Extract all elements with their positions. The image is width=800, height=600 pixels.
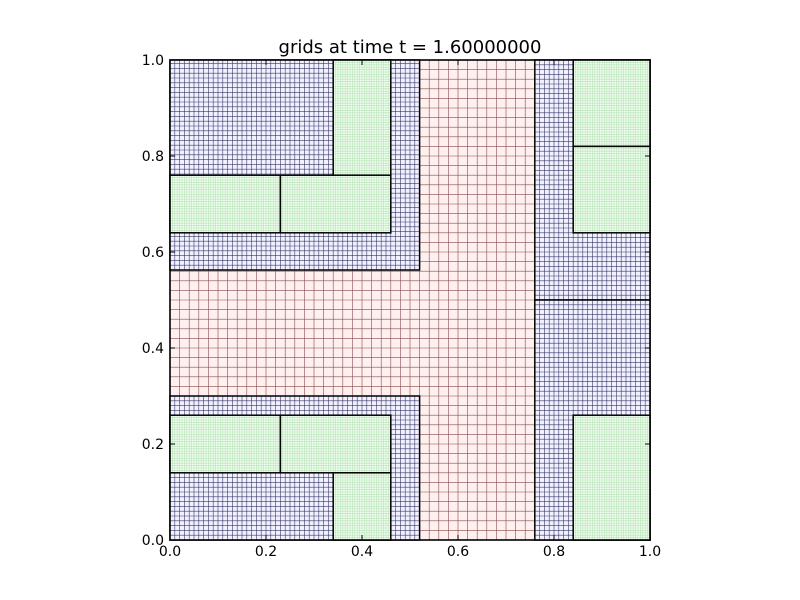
cell-lines — [170, 415, 281, 473]
x-tick-label: 0.8 — [543, 544, 565, 560]
cell-lines — [170, 175, 281, 233]
y-tick-label: 0.6 — [142, 245, 164, 261]
cell-lines — [280, 415, 391, 473]
cell-lines — [573, 60, 650, 147]
patch-border — [279, 174, 392, 234]
x-tick-label: 0.2 — [255, 544, 277, 560]
cell-lines — [573, 415, 650, 540]
x-tick-label: 0.4 — [351, 544, 373, 560]
y-tick-label: 0.4 — [142, 341, 164, 357]
y-tick-label: 0.0 — [142, 533, 164, 549]
cell-lines — [573, 146, 650, 233]
x-tick-label: 0.6 — [447, 544, 469, 560]
cell-lines — [280, 175, 391, 233]
y-tick-label: 0.8 — [142, 149, 164, 165]
x-tick-label: 0.0 — [159, 544, 181, 560]
cell-lines — [333, 472, 391, 540]
y-tick-label: 0.2 — [142, 437, 164, 453]
cell-lines — [333, 60, 391, 176]
y-tick-label: 1.0 — [142, 53, 164, 69]
x-tick-label: 1.0 — [639, 544, 661, 560]
plot-frame — [169, 59, 651, 541]
chart-title: grids at time t = 1.60000000 — [279, 37, 542, 58]
